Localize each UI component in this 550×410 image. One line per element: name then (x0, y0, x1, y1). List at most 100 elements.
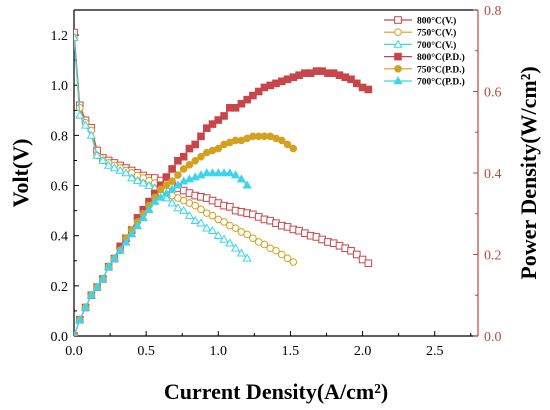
data-point (173, 203, 183, 212)
data-point (184, 210, 195, 219)
data-point (213, 230, 223, 239)
data-point (219, 234, 229, 243)
series-line (74, 37, 294, 263)
data-point (167, 198, 177, 207)
data-point (191, 140, 199, 149)
data-point (174, 156, 182, 165)
data-point (237, 99, 246, 108)
series-layer (74, 28, 373, 336)
data-point (254, 87, 263, 96)
data-point (174, 171, 182, 179)
y-axis-left-title: Volt(V) (8, 139, 33, 208)
data-point (86, 290, 96, 299)
data-point (144, 204, 154, 213)
data-point (156, 185, 165, 194)
y-right-tick-label: 0.6 (484, 86, 502, 101)
data-point (80, 120, 91, 129)
y-left-tick-label: 1.2 (51, 29, 69, 44)
data-point (168, 177, 176, 185)
data-point (75, 110, 85, 119)
x-tick-label: 1.0 (210, 344, 228, 359)
data-point (138, 178, 148, 187)
data-point (173, 180, 183, 189)
data-point (260, 240, 269, 249)
data-point (74, 331, 77, 336)
data-point (109, 253, 120, 262)
data-point (249, 91, 257, 100)
series-1 (74, 33, 298, 266)
data-point (185, 144, 194, 153)
y-left-tick-label: 0.2 (51, 280, 69, 295)
data-point (289, 144, 298, 153)
legend-label: 700°C(V.) (417, 40, 456, 51)
data-point (364, 85, 373, 94)
data-point (230, 170, 241, 179)
data-point (168, 165, 176, 173)
legend-item: 750°C(P.D.) (384, 64, 465, 75)
x-tick-label: 2.0 (354, 344, 372, 359)
data-point (225, 168, 235, 177)
series-5 (74, 168, 252, 336)
data-point (353, 250, 361, 259)
data-point (289, 258, 298, 266)
data-point (98, 155, 108, 164)
data-point (75, 314, 85, 324)
data-point (190, 215, 200, 224)
x-tick-label: 0.5 (137, 344, 155, 359)
data-point (92, 150, 102, 159)
data-point (103, 160, 114, 169)
data-point (231, 104, 240, 112)
legend-item: 750°C(V.) (384, 28, 456, 39)
data-point (202, 124, 211, 132)
data-point (132, 221, 143, 230)
data-point (138, 213, 148, 222)
data-point (208, 211, 217, 220)
data-point (242, 253, 252, 262)
data-point (231, 224, 240, 232)
legend-marker (394, 16, 402, 24)
data-point (283, 254, 292, 263)
data-point (197, 205, 205, 214)
y-left-tick-label: 0.6 (51, 180, 69, 195)
legend-item: 700°C(P.D.) (384, 76, 465, 88)
data-point (225, 238, 235, 247)
data-point (162, 173, 171, 181)
data-point (191, 156, 199, 165)
data-point (155, 192, 166, 201)
data-point (243, 230, 251, 239)
data-point (74, 28, 78, 37)
series-4 (74, 132, 298, 336)
y-axis-right-title: Power Density(W/cm²) (516, 66, 541, 279)
y-left-tick-label: 0.0 (51, 330, 69, 345)
legend-label: 750°C(V.) (417, 28, 456, 39)
data-point (103, 261, 114, 271)
y-left-tick-label: 0.8 (51, 129, 69, 144)
data-point (109, 163, 120, 172)
data-point (202, 168, 212, 177)
data-point (277, 250, 286, 259)
x-tick-label: 2.5 (426, 344, 444, 359)
data-point (207, 168, 218, 177)
data-point (179, 165, 188, 173)
data-point (220, 112, 228, 120)
legend-label: 700°C(P.D.) (417, 77, 465, 88)
legend-marker (394, 65, 402, 73)
legend-marker (394, 52, 402, 61)
data-point (197, 152, 205, 161)
data-point (178, 205, 189, 214)
x-tick-label: 0.0 (65, 344, 83, 359)
y-right-tick-label: 0.2 (484, 249, 502, 264)
data-point (249, 234, 257, 242)
data-point (150, 196, 160, 205)
legend-item: 800°C(V.) (384, 16, 456, 27)
data-point (115, 165, 125, 174)
data-point (161, 193, 172, 202)
data-point (121, 168, 131, 177)
data-point (121, 237, 131, 246)
data-point (213, 168, 223, 177)
x-tick-label: 1.5 (282, 344, 300, 359)
data-point (353, 79, 361, 88)
data-point (162, 181, 171, 190)
data-point (167, 184, 177, 193)
data-point (208, 120, 217, 128)
